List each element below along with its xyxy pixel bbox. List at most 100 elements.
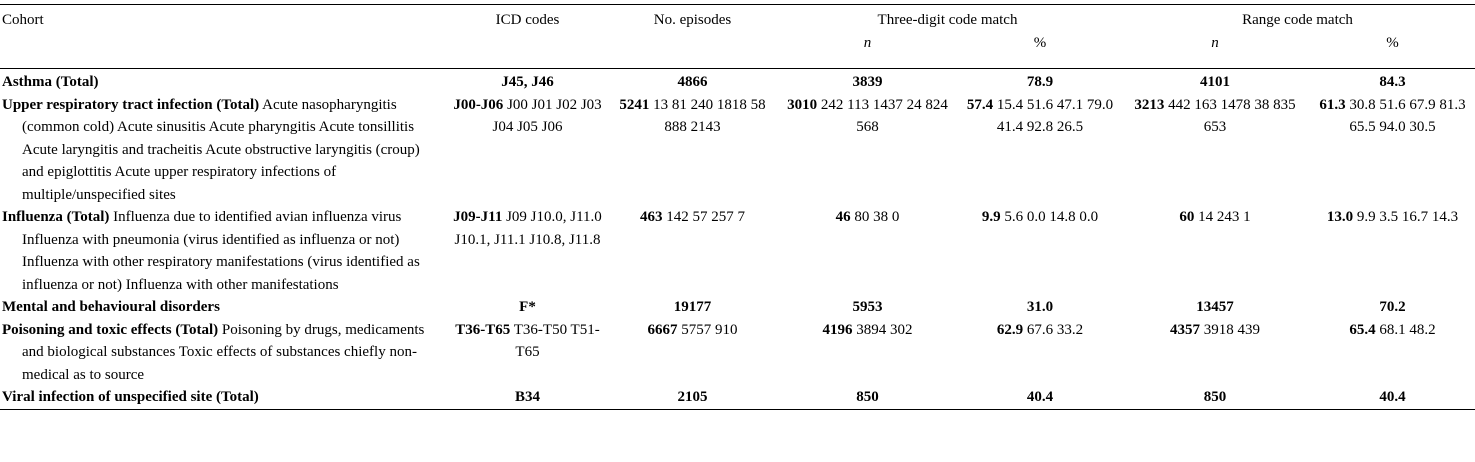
cell-three-digit-n-bold: 5953 [852, 299, 883, 315]
cell-three-digit-pct-bold: 62.9 [996, 321, 1024, 338]
cell-cohort-bold: Upper respiratory tract infection (Total… [2, 96, 260, 113]
cell-range-pct-detail: 30.8 51.6 67.9 81.3 65.5 94.0 30.5 [1345, 96, 1466, 136]
cell-three-digit-pct: 57.4 15.4 51.6 47.1 79.0 41.4 92.8 26.5 [960, 94, 1120, 207]
cell-cohort-bold: Influenza (Total) [2, 209, 110, 225]
header-row: Cohort ICD codes No. episodes Three-digi… [0, 4, 1475, 32]
cell-cohort: Viral infection of unspecified site (Tot… [0, 386, 445, 409]
cell-range-pct: 65.4 68.1 48.2 [1310, 319, 1475, 387]
cell-no-episodes: 5241 13 81 240 1818 58 888 2143 [610, 94, 775, 207]
cell-icd-codes-detail: T36-T50 T51-T65 [510, 321, 600, 361]
cell-three-digit-n: 3839 [775, 69, 960, 94]
cell-range-n-detail: 3918 439 [1200, 321, 1260, 338]
cell-cohort-bold: Mental and behavioural disorders [2, 299, 220, 315]
cell-no-episodes-bold: 6667 [647, 321, 678, 338]
cell-icd-codes-bold: J09-J11 [453, 209, 503, 225]
cell-range-n: 4101 [1120, 69, 1310, 94]
table-row: Influenza (Total) Influenza due to ident… [0, 206, 1475, 296]
cell-range-n: 4357 3918 439 [1120, 319, 1310, 387]
cell-three-digit-n-bold: 3839 [852, 74, 883, 90]
cell-three-digit-pct-detail: 15.4 51.6 47.1 79.0 41.4 92.8 26.5 [993, 96, 1114, 136]
subheader-three-digit-pct: % [1033, 34, 1047, 51]
cell-range-n-bold: 13457 [1196, 299, 1234, 315]
cell-icd-codes-bold: J00-J06 [453, 96, 504, 113]
subheader-empty [0, 32, 445, 69]
cell-no-episodes-detail: 5757 910 [677, 321, 738, 338]
cell-three-digit-n-detail: 80 38 0 [850, 209, 900, 225]
cell-no-episodes: 6667 5757 910 [610, 319, 775, 387]
cell-cohort-detail: Influenza due to identified avian influe… [22, 209, 420, 293]
subheader-row: n % n % [0, 32, 1475, 69]
cell-no-episodes: 4866 [610, 69, 775, 94]
cell-no-episodes-bold: 463 [640, 209, 663, 225]
cell-range-n-bold: 850 [1203, 389, 1227, 405]
cell-icd-codes: J09-J11 J09 J10.0, J11.0 J10.1, J11.1 J1… [445, 206, 610, 296]
cohort-table: Cohort ICD codes No. episodes Three-digi… [0, 4, 1475, 410]
cell-range-n-detail: 442 163 1478 38 835 653 [1164, 96, 1296, 136]
cell-range-n: 13457 [1120, 296, 1310, 319]
cell-three-digit-pct: 31.0 [960, 296, 1120, 319]
header-three-digit-match: Three-digit code match [877, 12, 1018, 28]
cell-three-digit-pct-bold: 9.9 [981, 209, 1001, 225]
cell-three-digit-n-bold: 4196 [822, 321, 853, 338]
cell-three-digit-n-bold: 46 [835, 209, 851, 225]
cell-three-digit-pct-detail: 5.6 0.0 14.8 0.0 [1000, 209, 1099, 225]
cell-range-pct: 13.0 9.9 3.5 16.7 14.3 [1310, 206, 1475, 296]
cell-range-pct: 84.3 [1310, 69, 1475, 94]
cell-no-episodes-detail: 13 81 240 1818 58 888 2143 [649, 96, 766, 136]
cell-icd-codes-detail: J09 J10.0, J11.0 J10.1, J11.1 J10.8, J11… [454, 209, 602, 248]
cell-range-n-bold: 3213 [1134, 96, 1165, 113]
cell-range-pct-bold: 65.4 [1349, 321, 1376, 338]
cell-three-digit-n-detail: 242 113 1437 24 824 568 [817, 96, 948, 136]
cell-no-episodes-bold: 5241 [619, 96, 650, 113]
subheader-empty [610, 32, 775, 69]
cell-range-pct-detail: 9.9 3.5 16.7 14.3 [1353, 209, 1459, 225]
cell-cohort: Mental and behavioural disorders [0, 296, 445, 319]
cell-cohort: Poisoning and toxic effects (Total) Pois… [0, 319, 445, 387]
table-row: Viral infection of unspecified site (Tot… [0, 386, 1475, 409]
table-row: Mental and behavioural disorders F* 19177 5… [0, 296, 1475, 319]
header-no-episodes: No. episodes [653, 12, 732, 28]
cell-range-pct-bold: 13.0 [1326, 209, 1354, 225]
cell-no-episodes-bold: 4866 [677, 74, 708, 90]
cell-icd-codes-bold: T36-T65 [455, 321, 511, 338]
cell-range-n-detail: 14 243 1 [1194, 209, 1251, 225]
cell-range-pct: 70.2 [1310, 296, 1475, 319]
cell-cohort-bold: Asthma (Total) [2, 74, 99, 90]
cell-icd-codes: F* [445, 296, 610, 319]
cell-range-n: 60 14 243 1 [1120, 206, 1310, 296]
cell-range-pct-bold: 61.3 [1319, 96, 1346, 113]
cell-icd-codes-bold: F* [519, 299, 536, 315]
cell-no-episodes: 463 142 57 257 7 [610, 206, 775, 296]
cell-range-n: 3213 442 163 1478 38 835 653 [1120, 94, 1310, 207]
cell-three-digit-n: 850 [775, 386, 960, 409]
cell-range-n-bold: 4357 [1170, 321, 1200, 338]
cell-three-digit-pct-bold: 31.0 [1026, 299, 1054, 315]
cell-three-digit-pct: 62.9 67.6 33.2 [960, 319, 1120, 387]
cell-cohort: Asthma (Total) [0, 69, 445, 94]
cell-three-digit-n: 4196 3894 302 [775, 319, 960, 387]
cell-cohort-bold: Viral infection of unspecified site (Tot… [2, 389, 259, 405]
cell-range-pct-bold: 84.3 [1379, 74, 1406, 90]
cell-cohort-detail: Poisoning by drugs, medicaments and biol… [22, 321, 425, 383]
cell-three-digit-n-detail: 3894 302 [852, 321, 913, 338]
cell-cohort-detail: Acute nasopharyngitis (common cold) Acut… [22, 96, 420, 203]
cell-three-digit-n: 46 80 38 0 [775, 206, 960, 296]
cell-cohort: Influenza (Total) Influenza due to ident… [0, 206, 445, 296]
cell-range-pct-bold: 40.4 [1379, 389, 1406, 405]
cell-three-digit-pct-bold: 57.4 [966, 96, 994, 113]
subheader-range-n: n [1211, 34, 1219, 51]
cell-three-digit-pct: 78.9 [960, 69, 1120, 94]
subheader-range-pct: % [1386, 34, 1399, 51]
cell-range-n-bold: 60 [1179, 209, 1195, 225]
subheader-empty [445, 32, 610, 69]
cell-range-pct: 40.4 [1310, 386, 1475, 409]
table-row: Upper respiratory tract infection (Total… [0, 94, 1475, 207]
cell-no-episodes: 2105 [610, 386, 775, 409]
cell-no-episodes: 19177 [610, 296, 775, 319]
cell-three-digit-pct: 9.9 5.6 0.0 14.8 0.0 [960, 206, 1120, 296]
cell-three-digit-pct-detail: 67.6 33.2 [1023, 321, 1084, 338]
cell-no-episodes-detail: 142 57 257 7 [662, 209, 745, 225]
cell-three-digit-pct-bold: 40.4 [1026, 389, 1054, 405]
cell-icd-codes-bold: B34 [514, 389, 540, 405]
cell-no-episodes-bold: 2105 [677, 389, 708, 405]
